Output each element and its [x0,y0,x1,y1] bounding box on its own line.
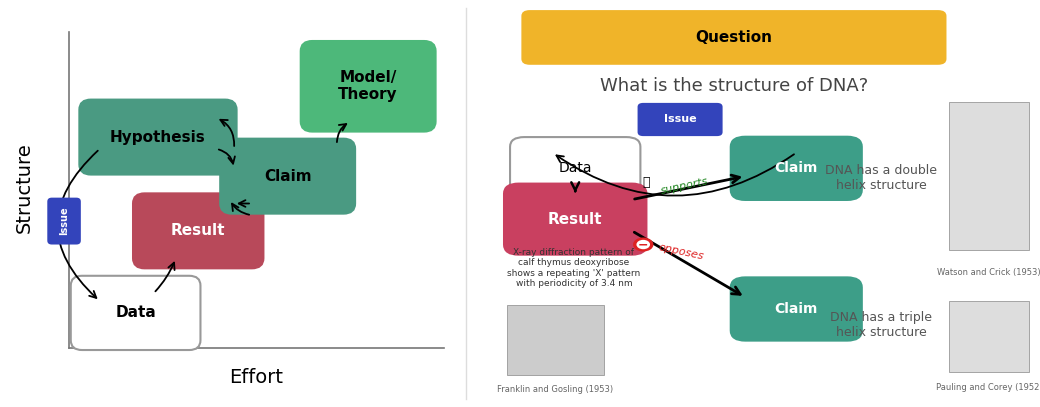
FancyBboxPatch shape [731,137,861,199]
Text: Watson and Crick (1953): Watson and Crick (1953) [937,268,1040,277]
Text: Pauling and Corey (1952): Pauling and Corey (1952) [936,383,1040,392]
FancyBboxPatch shape [508,305,603,375]
Text: Hypothesis: Hypothesis [110,129,206,144]
Text: Data: Data [115,305,156,320]
Text: Effort: Effort [230,368,283,387]
Text: What is the structure of DNA?: What is the structure of DNA? [600,77,868,95]
Text: DNA has a triple
helix structure: DNA has a triple helix structure [830,311,932,339]
FancyBboxPatch shape [638,103,723,136]
FancyBboxPatch shape [71,276,201,350]
Text: opposes: opposes [657,243,705,262]
FancyBboxPatch shape [521,10,946,65]
FancyBboxPatch shape [950,301,1029,372]
FancyBboxPatch shape [302,42,436,131]
Circle shape [633,238,653,252]
FancyBboxPatch shape [220,139,355,213]
Text: Franklin and Gosling (1953): Franklin and Gosling (1953) [497,385,614,394]
Text: Result: Result [548,212,602,227]
Text: ✅: ✅ [643,175,650,188]
FancyBboxPatch shape [731,278,861,340]
Text: Issue: Issue [664,114,697,125]
Text: DNA has a double
helix structure: DNA has a double helix structure [826,164,937,192]
FancyBboxPatch shape [47,198,81,245]
Text: Model/
Theory: Model/ Theory [338,70,398,103]
Text: Question: Question [696,30,773,45]
Text: Issue: Issue [59,207,69,235]
Text: Structure: Structure [15,142,33,233]
Text: supports: supports [660,176,709,196]
Text: Result: Result [171,223,226,239]
FancyBboxPatch shape [133,194,263,268]
FancyBboxPatch shape [510,137,641,199]
Text: X-ray diffraction pattern of
calf thymus deoxyribose
shows a repeating 'X' patte: X-ray diffraction pattern of calf thymus… [508,248,641,288]
Circle shape [636,240,650,249]
Text: Data: Data [558,161,592,175]
Text: −: − [638,238,649,251]
Text: Claim: Claim [775,302,818,316]
FancyBboxPatch shape [950,102,1029,250]
FancyBboxPatch shape [504,184,646,254]
FancyBboxPatch shape [80,100,236,174]
Text: Claim: Claim [775,161,818,175]
Text: Claim: Claim [264,168,311,184]
